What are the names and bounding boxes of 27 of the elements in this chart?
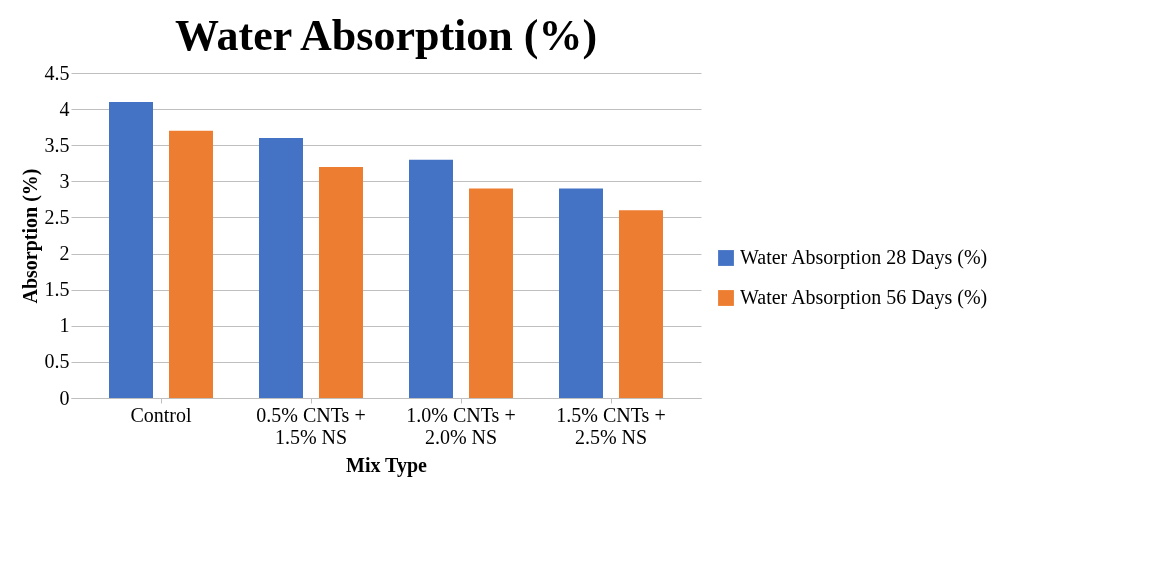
y-tick-label: 3: [59, 169, 70, 192]
y-tick-label: 4.5: [44, 61, 70, 84]
legend-label: Water Absorption 56 Days (%): [740, 286, 988, 309]
chart-title: Water Absorption (%): [174, 11, 598, 60]
y-tick-label: 1.5: [44, 278, 70, 301]
legend-label: Water Absorption 28 Days (%): [740, 246, 988, 269]
x-tick-label: 0.5% CNTs + 1.5% NS: [256, 403, 366, 448]
y-tick-label: 0.5: [44, 350, 70, 373]
bar: [169, 130, 213, 398]
bar: [259, 138, 303, 398]
x-axis-title: Mix Type: [346, 453, 428, 477]
y-tick-label: 3.5: [44, 133, 70, 156]
x-tick-label: 1.5% CNTs + 2.5% NS: [556, 403, 666, 448]
x-tick-label: Control: [130, 403, 192, 426]
bar: [319, 166, 363, 398]
bar: [469, 188, 513, 398]
y-tick-label: 2: [59, 242, 70, 265]
x-tick-label: 1.0% CNTs + 2.0% NS: [406, 403, 516, 448]
y-tick-label: 2.5: [44, 205, 70, 228]
bar: [559, 188, 603, 398]
bar: [109, 101, 153, 398]
y-tick-label: 0: [59, 386, 70, 409]
bar: [409, 159, 453, 398]
y-tick-label: 1: [59, 314, 70, 337]
bar: [619, 210, 663, 398]
y-tick-label: 4: [59, 97, 70, 120]
y-axis-title: Absorption (%): [18, 168, 42, 304]
